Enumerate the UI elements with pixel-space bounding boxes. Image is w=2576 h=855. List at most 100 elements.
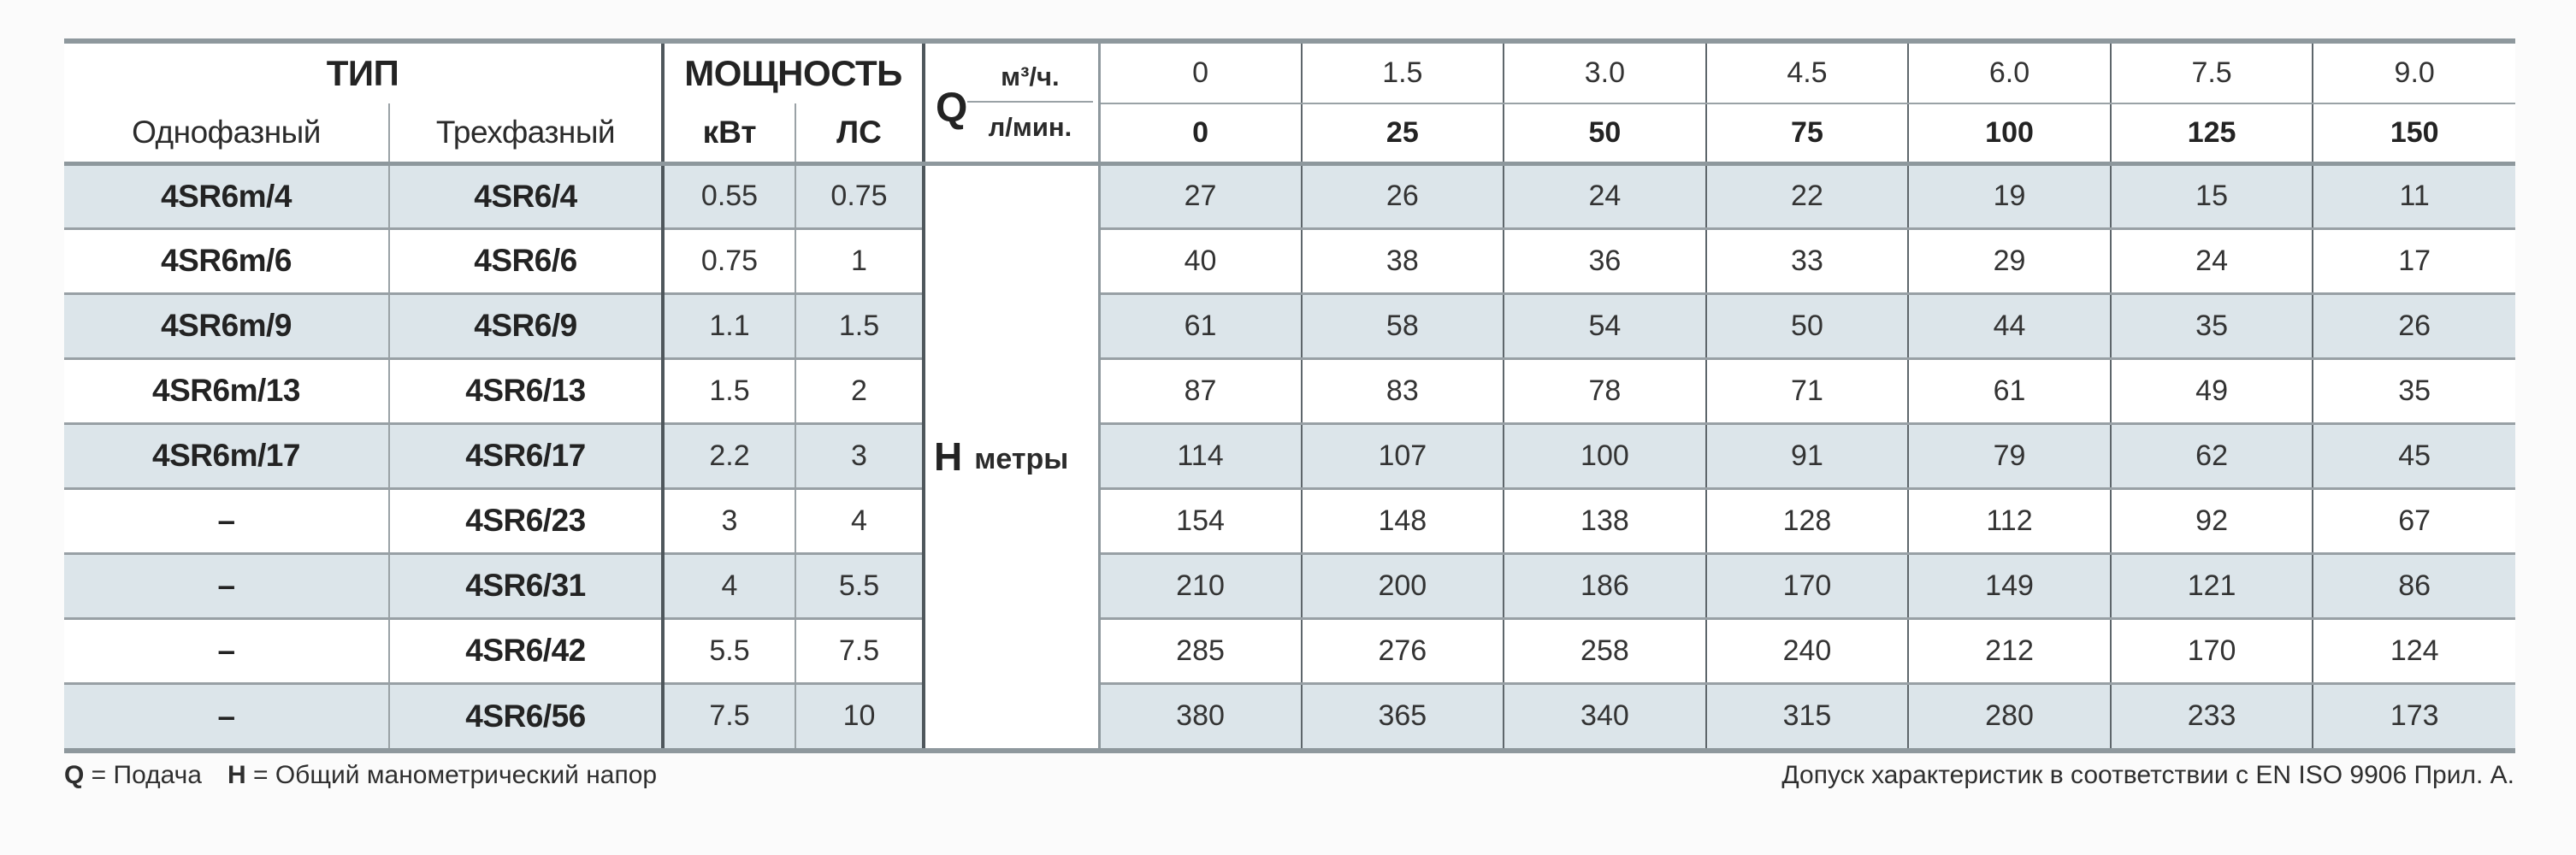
head-value-cell: 29 [1908,228,2112,295]
head-value-cell: 170 [1705,553,1910,620]
footer: Q = Подача H = Общий манометрический напо… [64,761,2514,790]
flow-m3h-cell: 1.5 [1301,44,1505,104]
h-unit: метры [974,442,1069,475]
head-value-cell: 27 [1099,163,1303,230]
type-header: ТИП [64,44,665,103]
head-value-cell: 170 [2110,618,2314,685]
power-hp-cell: 4 [795,488,925,555]
head-value-cell: 258 [1504,618,1707,685]
power-hp-cell: 5.5 [795,553,925,620]
head-value-cell: 91 [1705,423,1910,490]
model-single-phase-cell: 4SR6m/13 [64,358,390,425]
model-three-phase-cell: 4SR6/56 [389,683,665,748]
spec-row: 4SR6m/9 4SR6/9 1.1 1.5 61 58 54 50 44 35 26 [64,293,2515,360]
head-value-cell: 148 [1301,488,1505,555]
power-hp-cell: 1 [795,228,925,295]
spec-table-grid: ТИП МОЩНОСТЬ Q м³/ч. л/мин. 0 1.5 3.0 4.5 6.… [64,44,2515,748]
spec-row: 4SR6m/17 4SR6/17 2.2 3 114 107 100 91 79 62 45 [64,423,2515,490]
spec-row: 4SR6m/6 4SR6/6 0.75 1 40 38 36 33 29 24 17 [64,228,2515,295]
model-single-phase-cell: 4SR6m/9 [64,293,390,360]
column-header-hp: ЛС [795,103,925,166]
q-units: м³/ч. л/мин. [967,53,1093,152]
q-unit-lmin: л/мин. [988,111,1072,142]
power-kw-cell: 7.5 [663,683,796,748]
footer-tolerance-note: Допуск характеристик в соответствии с EN… [1781,761,2514,789]
flow-lmin-cell: 125 [2110,103,2314,166]
head-value-cell: 61 [1099,293,1303,360]
q-label: Q [936,86,968,132]
model-three-phase-cell: 4SR6/17 [389,423,665,490]
spec-row: –4SR6/31 4 5.5 210 200 186 170 149 121 86 [64,553,2515,620]
power-hp-cell: 1.5 [795,293,925,360]
head-value-cell: 49 [2110,358,2314,425]
head-value-cell: 15 [2110,163,2314,230]
head-value-cell: 35 [2313,358,2515,425]
power-kw-cell: 5.5 [663,618,796,685]
head-value-cell: 173 [2313,683,2515,748]
h-label: H [934,434,963,480]
head-value-cell: 44 [1908,293,2112,360]
model-three-phase-cell: 4SR6/13 [389,358,665,425]
spec-row: –4SR6/56 7.5 10 380 365 340 315 280 233 173 [64,683,2515,748]
head-value-cell: 210 [1099,553,1303,620]
flow-m3h-cell: 4.5 [1705,44,1910,104]
flow-m3h-cell: 7.5 [2110,44,2314,104]
model-single-phase-cell: – [64,618,390,685]
flow-lmin-cell: 25 [1301,103,1505,166]
head-value-cell: 71 [1705,358,1910,425]
model-single-phase-cell: – [64,488,390,555]
head-value-cell: 19 [1908,163,2112,230]
head-value-cell: 114 [1099,423,1303,490]
footer-legend: Q = Подача H = Общий манометрический напо… [64,761,657,790]
head-value-cell: 186 [1504,553,1707,620]
head-value-cell: 233 [2110,683,2314,748]
head-value-cell: 200 [1301,553,1505,620]
head-value-cell: 280 [1908,683,2112,748]
model-three-phase-cell: 4SR6/6 [389,228,665,295]
legend-q-label: Q [64,761,85,789]
model-single-phase-cell: 4SR6m/17 [64,423,390,490]
head-value-cell: 40 [1099,228,1303,295]
head-value-cell: 149 [1908,553,2112,620]
head-value-cell: 62 [2110,423,2314,490]
head-value-cell: 26 [1301,163,1505,230]
head-value-cell: 107 [1301,423,1505,490]
head-value-cell: 83 [1301,358,1505,425]
head-value-cell: 92 [2110,488,2314,555]
power-hp-cell: 3 [795,423,925,490]
power-hp-cell: 10 [795,683,925,748]
head-value-cell: 38 [1301,228,1505,295]
power-hp-cell: 7.5 [795,618,925,685]
header-row-top: ТИП МОЩНОСТЬ Q м³/ч. л/мин. 0 1.5 3.0 4.5 6.… [64,44,2515,166]
model-three-phase-cell: 4SR6/42 [389,618,665,685]
head-value-cell: 36 [1504,228,1707,295]
pump-spec-table: ТИП МОЩНОСТЬ Q м³/ч. л/мин. 0 1.5 3.0 4.5 6.… [64,38,2515,753]
head-value-cell: 100 [1504,423,1707,490]
power-kw-cell: 1.5 [663,358,796,425]
flow-m3h-cell: 0 [1099,44,1303,104]
flow-lmin-cell: 0 [1099,103,1303,166]
power-hp-cell: 0.75 [795,163,925,230]
power-header: МОЩНОСТЬ [663,44,925,103]
head-value-cell: 124 [2313,618,2515,685]
flow-m3h-cell: 6.0 [1908,44,2112,104]
column-header-three-phase: Трехфазный [389,103,665,166]
model-three-phase-cell: 4SR6/23 [389,488,665,555]
spec-row: 4SR6m/13 4SR6/13 1.5 2 87 83 78 71 61 49 35 [64,358,2515,425]
power-kw-cell: 1.1 [663,293,796,360]
model-single-phase-cell: 4SR6m/6 [64,228,390,295]
head-value-cell: 128 [1705,488,1910,555]
q-unit-m3h: м³/ч. [967,53,1093,103]
flow-m3h-cell: 3.0 [1504,44,1707,104]
head-value-cell: 50 [1705,293,1910,360]
head-value-cell: 67 [2313,488,2515,555]
model-single-phase-cell: – [64,553,390,620]
head-value-cell: 26 [2313,293,2515,360]
spec-row: –4SR6/42 5.5 7.5 285 276 258 240 212 170 124 [64,618,2515,685]
head-value-cell: 121 [2110,553,2314,620]
header-row-bottom: Однофазный Трехфазный кВт ЛС 0 25 50 75 100 1… [64,103,2515,166]
head-value-cell: 61 [1908,358,2112,425]
